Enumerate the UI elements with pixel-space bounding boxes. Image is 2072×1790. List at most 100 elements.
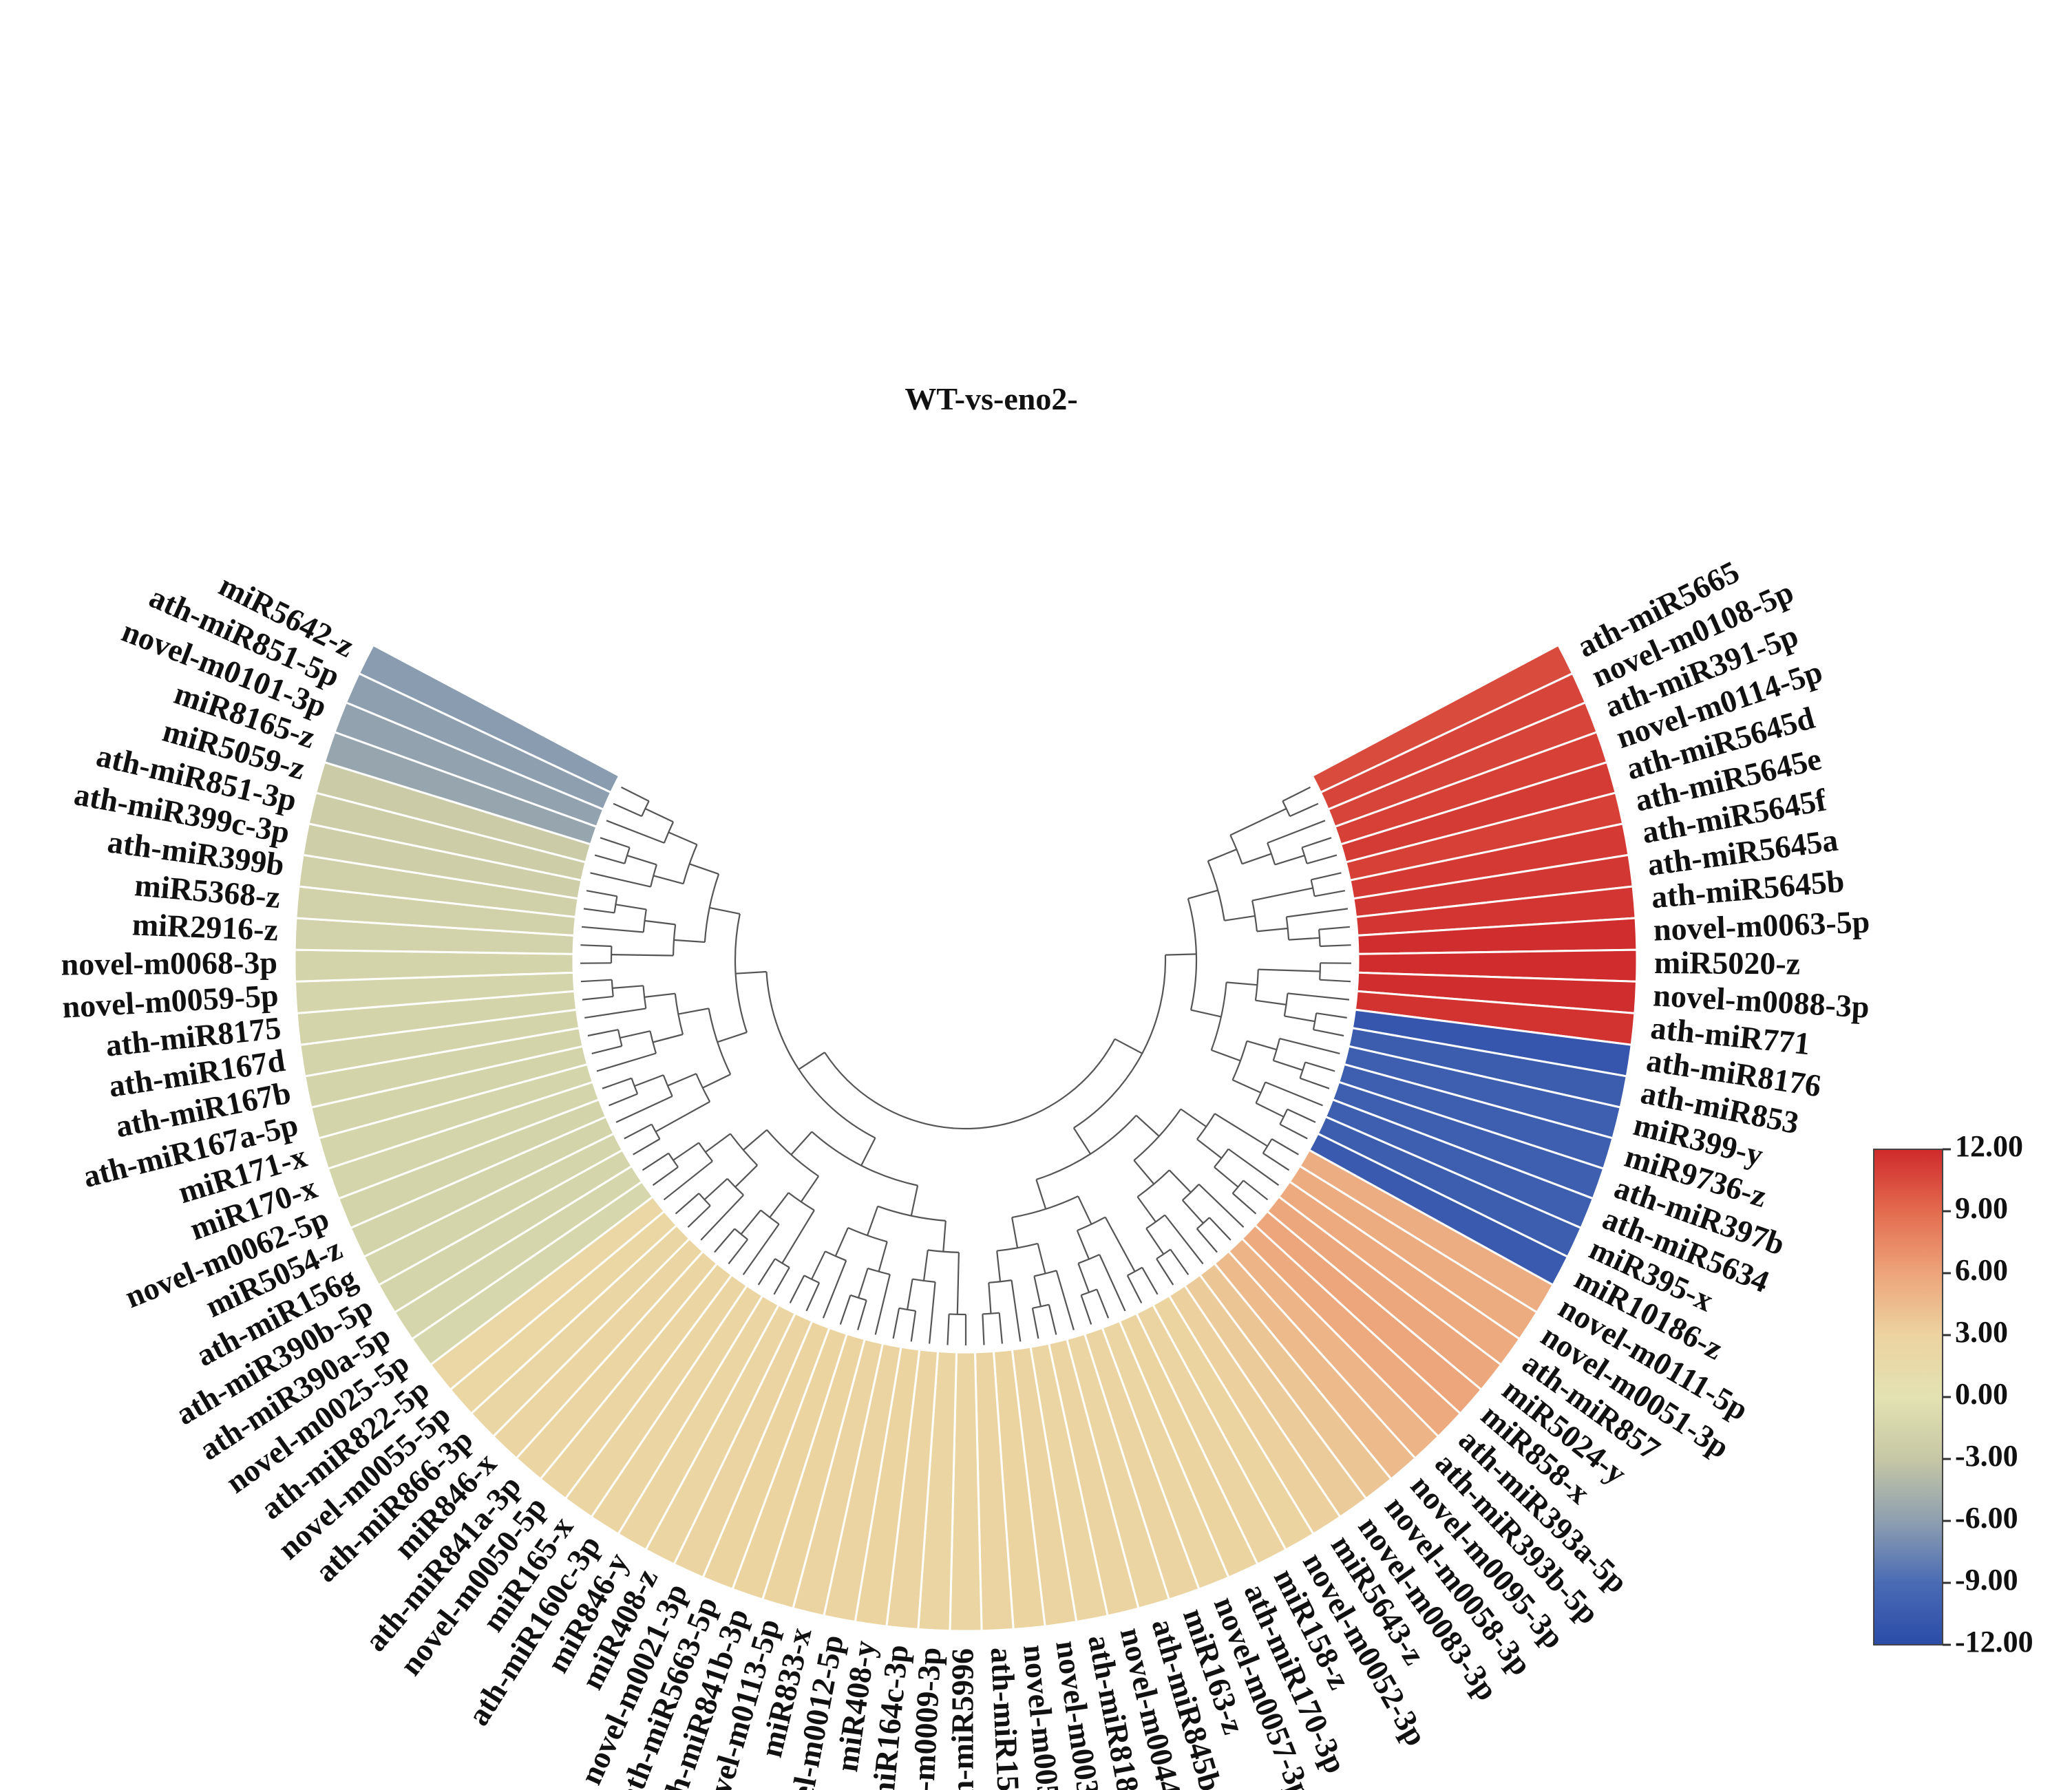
dendrogram-branch [580,979,612,983]
dendrogram-branch [594,854,625,864]
dendrogram-arc [1145,1214,1165,1229]
dendrogram-arc [1156,1248,1171,1260]
dendrogram-branch [839,1294,852,1325]
dendrogram-branch [580,944,612,948]
dendrogram-arc [613,896,618,913]
dendrogram-branch [1076,1230,1090,1260]
dendrogram-branch [800,1175,820,1202]
dendrogram-arc [850,1294,867,1301]
dendrogram-branch [615,904,646,910]
dendrogram-arc [1231,1180,1245,1194]
dendrogram-branch [996,1250,1002,1282]
dendrogram-arc [847,1227,888,1243]
dendrogram-arc [1262,1138,1273,1154]
dendrogram-branch [1055,1270,1075,1330]
dendrogram-arc [824,1038,1116,1130]
row-label: ath-miR5996 [945,1648,980,1790]
dendrogram-branch [1300,1077,1330,1089]
dendrogram-arc [927,1249,959,1253]
dendrogram-branch [1214,1166,1239,1188]
dendrogram-arc [1187,898,1198,1010]
dendrogram-branch [600,837,630,849]
dendrogram-arc [734,1228,748,1240]
dendrogram-arc [642,985,647,1009]
dendrogram-arc [867,1267,891,1275]
dendrogram-branch [663,1160,713,1201]
dendrogram-branch [1224,915,1256,921]
dendrogram-branch [687,1205,711,1228]
dendrogram-arc [1214,1148,1229,1168]
dendrogram-branch [609,1093,638,1107]
dendrogram-arc [1282,800,1291,817]
dendrogram-branch [612,985,644,989]
dendrogram-arc [1251,900,1258,932]
dendrogram-branch [1316,1012,1347,1019]
dendrogram-branch [1243,1180,1269,1201]
dendrogram-arc [674,993,684,1035]
dendrogram-branch [668,831,697,846]
dendrogram-arc [682,844,698,884]
dendrogram-branch [582,926,644,933]
dendrogram-arc [898,1307,916,1312]
dendrogram-arc [1078,1253,1100,1264]
dendrogram-branch [704,1178,728,1200]
dendrogram-arc [649,1030,657,1054]
dendrogram-branch [734,1164,758,1188]
dendrogram-arc [1283,993,1289,1016]
dendrogram-branch [1265,1081,1323,1107]
colorbar-tick-label: -12.00 [1955,1625,2033,1659]
dendrogram-branch [811,1250,826,1280]
dendrogram-arc [997,1242,1038,1252]
dendrogram-branch [781,1209,815,1264]
dendrogram-branch [1164,1214,1204,1265]
dendrogram-branch [634,1074,664,1087]
dendrogram-branch [655,1100,710,1133]
dendrogram-arc [617,1029,623,1047]
dendrogram-arc [730,1133,758,1166]
dendrogram-branch [1282,786,1311,802]
dendrogram-branch [583,908,615,914]
colorbar-tick-label: 0.00 [1955,1377,2008,1411]
dendrogram-branch [1273,1060,1303,1072]
dendrogram-arc [1231,1041,1248,1080]
dendrogram-branch [1302,837,1332,849]
dendrogram-branch [1319,926,1350,930]
dendrogram-branch [1114,1038,1143,1054]
heatmap-sectors [293,643,1638,1632]
dendrogram-branch [1126,1275,1143,1303]
dendrogram-branch [1031,1308,1039,1339]
colorbar-tick-label: 12.00 [1955,1129,2023,1163]
dendrogram-branch [689,863,719,875]
dendrogram-branch [652,1166,679,1186]
dendrogram-branch [1258,968,1320,972]
heatmap-cell-miR5642-z [357,643,621,794]
dendrogram-branch [878,1242,888,1272]
dendrogram-branch [590,872,651,888]
dendrogram-branch [1156,1258,1174,1286]
dendrogram-branch [1104,1217,1136,1272]
dendrogram-branch [1289,937,1320,941]
dendrogram-branch [857,1300,867,1330]
dendrogram-branch [1242,853,1272,865]
dendrogram-arc [663,821,675,844]
dendrogram-branch [1247,1040,1277,1051]
dendrogram-branch [998,1312,1003,1344]
dendrogram-branch [1096,1289,1110,1319]
dendrogram-arc [611,979,614,997]
dendrogram-branch [1190,1009,1222,1018]
dendrogram-arc [1301,847,1308,864]
dendrogram-branch [822,1260,847,1319]
dendrogram-branch [942,1220,947,1252]
dendrogram-arc [642,909,647,933]
dendrogram-branch [1226,981,1258,986]
dendrogram-branch [586,890,617,897]
dendrogram-branch [667,1073,697,1087]
dendrogram-arc [1032,1303,1050,1309]
dendrogram-branch [1181,1200,1204,1224]
dendrogram-branch [620,1030,651,1039]
dendrogram-branch [1231,1193,1257,1215]
dendrogram-arc [1196,1217,1210,1230]
dendrogram-arc [811,1131,918,1186]
dendrogram-arc [1210,982,1227,1051]
dendrogram-branch [1048,1304,1057,1335]
